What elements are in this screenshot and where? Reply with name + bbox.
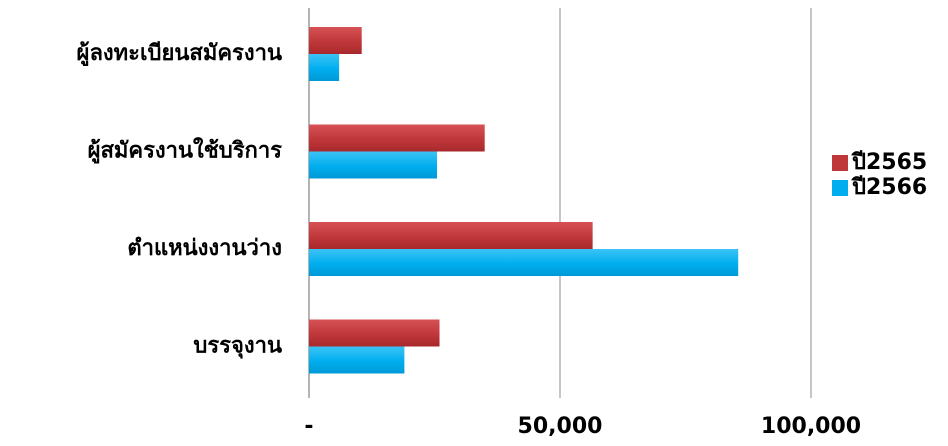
x-axis-tick-labels: - 50,000 100,000: [304, 414, 861, 439]
bar-series-2-4: [309, 346, 405, 374]
legend-label: ปี2566: [851, 175, 927, 200]
legend-swatch: [832, 180, 848, 196]
category-labels: ผู้ลงทะเบียนสมัครงานผู้สมัครงานใช้บริการ…: [77, 41, 283, 360]
legend-swatch: [832, 155, 848, 171]
bar-series-1-4: [309, 319, 440, 347]
bar-series-1-3: [309, 222, 593, 249]
x-tick-label: -: [304, 414, 313, 439]
legend-label: ปี2565: [851, 150, 927, 175]
bar-series-1-2: [309, 124, 485, 152]
category-label: ตำแหน่งงานว่าง: [127, 236, 282, 261]
x-tick-label: 50,000: [518, 414, 603, 439]
category-label: ผู้สมัครงานใช้บริการ: [88, 137, 283, 165]
bars: [309, 27, 739, 374]
bar-series-2-1: [309, 54, 340, 81]
bar-series-2-2: [309, 151, 438, 179]
bar-series-1-1: [309, 27, 362, 54]
category-label: ผู้ลงทะเบียนสมัครงาน: [77, 41, 282, 67]
bar-series-2-3: [309, 249, 739, 276]
category-label: บรรจุงาน: [193, 334, 282, 360]
x-tick-label: 100,000: [761, 414, 861, 439]
